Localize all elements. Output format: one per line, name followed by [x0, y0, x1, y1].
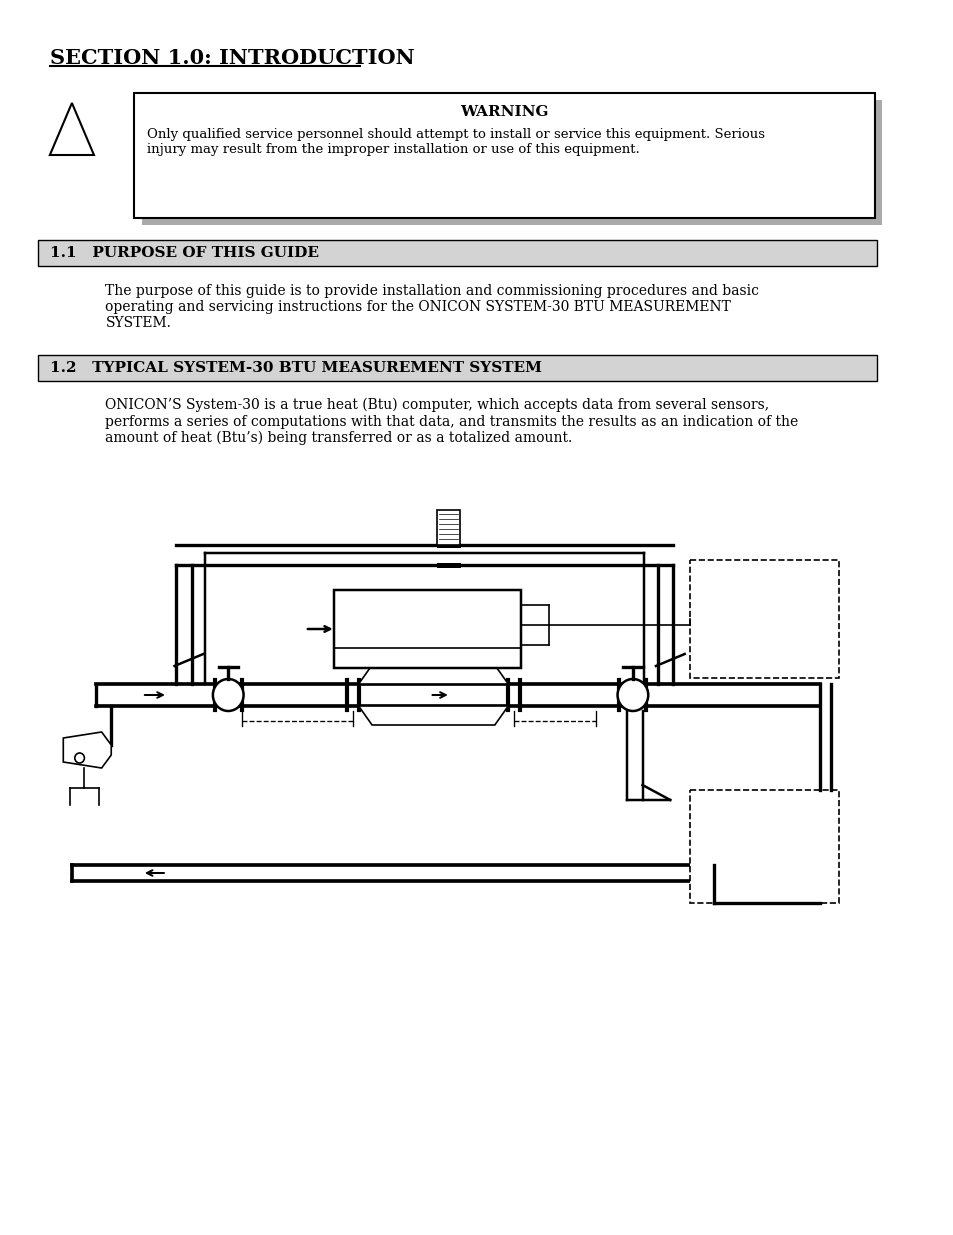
Bar	[38, 354, 877, 382]
Bar	[134, 93, 874, 219]
Text: 1.1   PURPOSE OF THIS GUIDE: 1.1 PURPOSE OF THIS GUIDE	[50, 246, 318, 261]
Polygon shape	[63, 732, 112, 768]
Text: ONICON’S System-30 is a true heat (Btu) computer, which accepts data from severa: ONICON’S System-30 is a true heat (Btu) …	[106, 398, 798, 446]
Bar	[38, 240, 877, 266]
Circle shape	[617, 679, 648, 711]
Text: 1.2   TYPICAL SYSTEM-30 BTU MEASUREMENT SYSTEM: 1.2 TYPICAL SYSTEM-30 BTU MEASUREMENT SY…	[50, 361, 541, 375]
Circle shape	[213, 679, 243, 711]
Text: Only qualified service personnel should attempt to install or service this equip: Only qualified service personnel should …	[147, 128, 764, 156]
Polygon shape	[358, 664, 508, 684]
Bar	[690, 790, 839, 903]
Bar	[436, 510, 459, 545]
Polygon shape	[358, 706, 508, 725]
Text: SECTION 1.0: INTRODUCTION: SECTION 1.0: INTRODUCTION	[50, 48, 415, 68]
Text: The purpose of this guide is to provide installation and commissioning procedure: The purpose of this guide is to provide …	[106, 284, 759, 331]
Bar	[142, 100, 882, 225]
Circle shape	[74, 753, 84, 763]
Bar	[690, 559, 839, 678]
Bar	[334, 590, 520, 668]
Text: WARNING: WARNING	[459, 105, 548, 119]
